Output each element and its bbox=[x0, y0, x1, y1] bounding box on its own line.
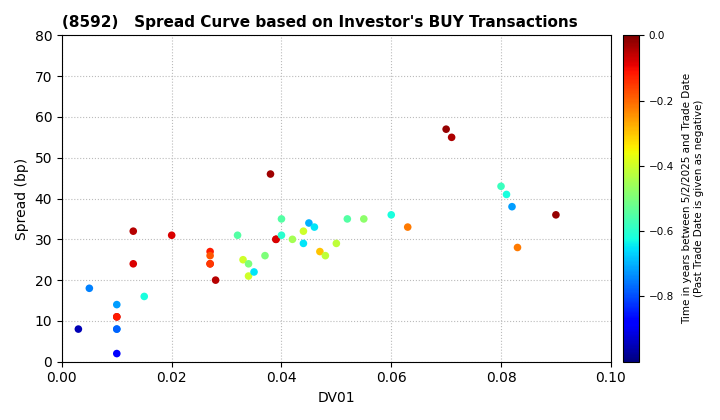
Point bbox=[166, 232, 177, 239]
Point bbox=[297, 228, 309, 234]
Point bbox=[265, 171, 276, 177]
Point bbox=[111, 326, 122, 333]
Point bbox=[441, 126, 452, 133]
Point bbox=[276, 232, 287, 239]
Point bbox=[500, 191, 512, 198]
Point bbox=[243, 273, 254, 279]
X-axis label: DV01: DV01 bbox=[318, 391, 355, 405]
Point bbox=[446, 134, 457, 141]
Point bbox=[309, 224, 320, 231]
Point bbox=[204, 248, 216, 255]
Point bbox=[111, 313, 122, 320]
Point bbox=[138, 293, 150, 300]
Point bbox=[314, 248, 325, 255]
Point bbox=[320, 252, 331, 259]
Point bbox=[512, 244, 523, 251]
Point bbox=[111, 313, 122, 320]
Point bbox=[330, 240, 342, 247]
Point bbox=[204, 260, 216, 267]
Point bbox=[111, 326, 122, 333]
Point bbox=[111, 350, 122, 357]
Point bbox=[270, 236, 282, 243]
Point bbox=[127, 260, 139, 267]
Text: (8592)   Spread Curve based on Investor's BUY Transactions: (8592) Spread Curve based on Investor's … bbox=[62, 15, 577, 30]
Point bbox=[402, 224, 413, 231]
Point bbox=[259, 252, 271, 259]
Point bbox=[127, 228, 139, 234]
Point bbox=[270, 236, 282, 243]
Point bbox=[276, 215, 287, 222]
Point bbox=[238, 256, 249, 263]
Point bbox=[204, 252, 216, 259]
Point bbox=[243, 260, 254, 267]
Y-axis label: Spread (bp): Spread (bp) bbox=[15, 158, 29, 239]
Point bbox=[495, 183, 507, 190]
Point bbox=[248, 269, 260, 276]
Point bbox=[232, 232, 243, 239]
Point bbox=[506, 203, 518, 210]
Point bbox=[341, 215, 353, 222]
Point bbox=[358, 215, 369, 222]
Point bbox=[385, 212, 397, 218]
Point bbox=[204, 260, 216, 267]
Point bbox=[210, 277, 221, 284]
Point bbox=[303, 220, 315, 226]
Point bbox=[287, 236, 298, 243]
Point bbox=[111, 301, 122, 308]
Y-axis label: Time in years between 5/2/2025 and Trade Date
(Past Trade Date is given as negat: Time in years between 5/2/2025 and Trade… bbox=[682, 73, 703, 324]
Point bbox=[297, 240, 309, 247]
Point bbox=[84, 285, 95, 291]
Point bbox=[73, 326, 84, 333]
Point bbox=[550, 212, 562, 218]
